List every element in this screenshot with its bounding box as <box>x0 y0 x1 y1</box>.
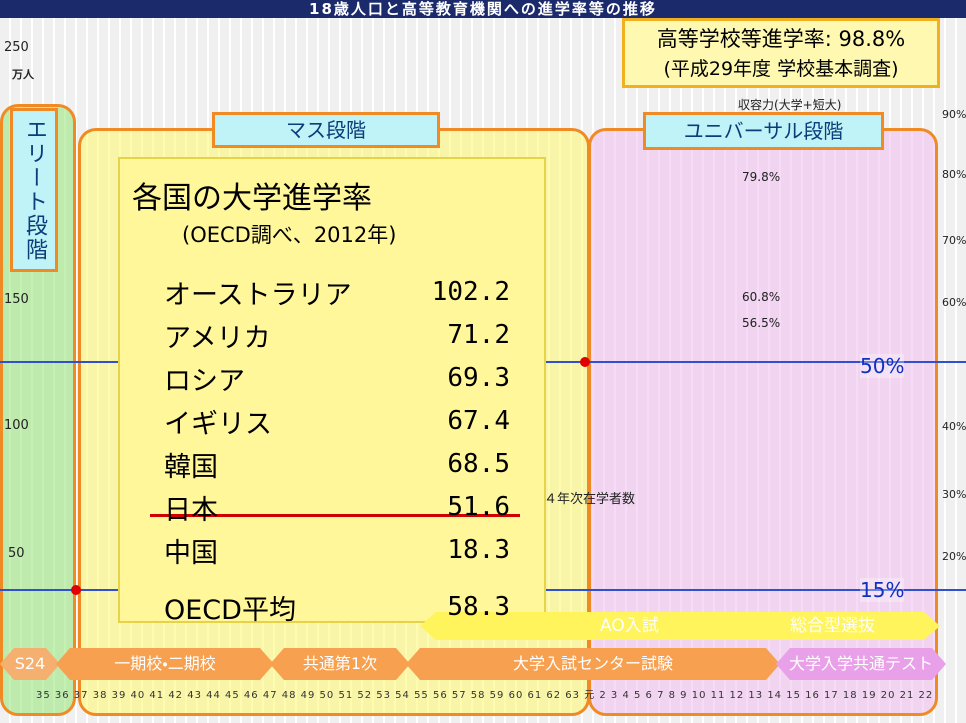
chart-label: 79.8% <box>742 170 781 184</box>
table-row: 日本 51.6 <box>164 487 510 527</box>
era-arrow: 大学入学共通テスト <box>776 648 946 680</box>
chart-label: 56.5% <box>742 316 781 330</box>
axis-tick: 150 <box>4 292 29 307</box>
stage-label: ユニバーサル段階 <box>643 112 884 150</box>
callout-text: 高等学校等進学率: 98.8% <box>656 27 906 51</box>
country-name: 中国 <box>164 537 218 569</box>
country-name: OECD平均 <box>164 594 296 626</box>
stage-label: エリート段階 <box>10 108 58 272</box>
arrow-label: 総合型選抜 <box>790 616 875 636</box>
callout-text: (平成29年度 学校基本調査) <box>663 58 899 80</box>
marker <box>580 357 590 367</box>
table-row: イギリス 67.4 <box>164 401 510 441</box>
rate-value: 71.2 <box>447 320 510 350</box>
axis-tick: 70% <box>942 234 966 247</box>
box-subtitle: (OECD調べ、2012年) <box>182 223 397 247</box>
axis-tick: 50 <box>8 546 25 561</box>
underline <box>150 514 520 517</box>
table-row: 韓国 68.5 <box>164 444 510 484</box>
axis-tick: 40% <box>942 420 966 433</box>
country-name: イギリス <box>164 408 272 440</box>
callout: 高等学校等進学率: 98.8% (平成29年度 学校基本調査) <box>622 18 940 88</box>
threshold-label: 15% <box>860 578 905 602</box>
table-row: オーストラリア 102.2 <box>164 272 510 312</box>
axis-tick: 100 <box>4 418 29 433</box>
rate-value: 102.2 <box>431 277 510 307</box>
axis-tick: 250 <box>4 40 29 55</box>
rate-value: 58.3 <box>447 592 510 622</box>
country-name: オーストラリア <box>164 279 352 311</box>
rate-value: 67.4 <box>447 406 510 436</box>
axis-tick: 30% <box>942 488 966 501</box>
chart-label: 高専４年次在学者数 <box>518 492 636 507</box>
table-row: OECD平均 58.3 <box>164 587 510 627</box>
table-row: ロシア 69.3 <box>164 358 510 398</box>
stage-label: マス段階 <box>212 112 440 148</box>
country-name: アメリカ <box>164 322 271 354</box>
threshold-label: 50% <box>860 354 905 378</box>
table-row: 中国 18.3 <box>164 530 510 570</box>
rate-value: 51.6 <box>447 492 510 522</box>
axis-unit: 万人 <box>12 68 34 81</box>
arrow-label: AO入試 <box>600 616 659 636</box>
country-name: 韓国 <box>164 451 218 483</box>
slide-title: 18歳人口と高等教育機関への進学率等の推移 <box>0 0 966 18</box>
country-name: 日本 <box>164 494 218 526</box>
admission-arrow: AO入試 総合型選抜 <box>420 612 940 640</box>
year-axis: 35 36 37 38 39 40 41 42 43 44 45 46 47 4… <box>36 690 936 700</box>
axis-tick: 60% <box>942 296 966 309</box>
chart-label: 60.8% <box>742 290 781 304</box>
era-arrow: 大学入試センター試験 <box>406 648 780 680</box>
axis-tick: 90% <box>942 108 966 121</box>
marker <box>71 585 81 595</box>
era-arrow: 一期校・二期校 <box>56 648 274 680</box>
axis-tick: 20% <box>942 550 966 563</box>
oecd-box: 各国の大学進学率 (OECD調べ、2012年) <box>118 157 546 623</box>
country-name: ロシア <box>164 365 245 397</box>
rate-value: 68.5 <box>447 449 510 479</box>
box-title: 各国の大学進学率 <box>132 181 372 216</box>
table-row: アメリカ 71.2 <box>164 315 510 355</box>
rate-value: 18.3 <box>447 535 510 565</box>
era-arrow: S24 <box>0 648 60 680</box>
rate-value: 69.3 <box>447 363 510 393</box>
axis-tick: 80% <box>942 168 966 181</box>
chart-label: 収容力(大学+短大) <box>738 98 842 112</box>
era-arrow: 共通第1次 <box>270 648 410 680</box>
